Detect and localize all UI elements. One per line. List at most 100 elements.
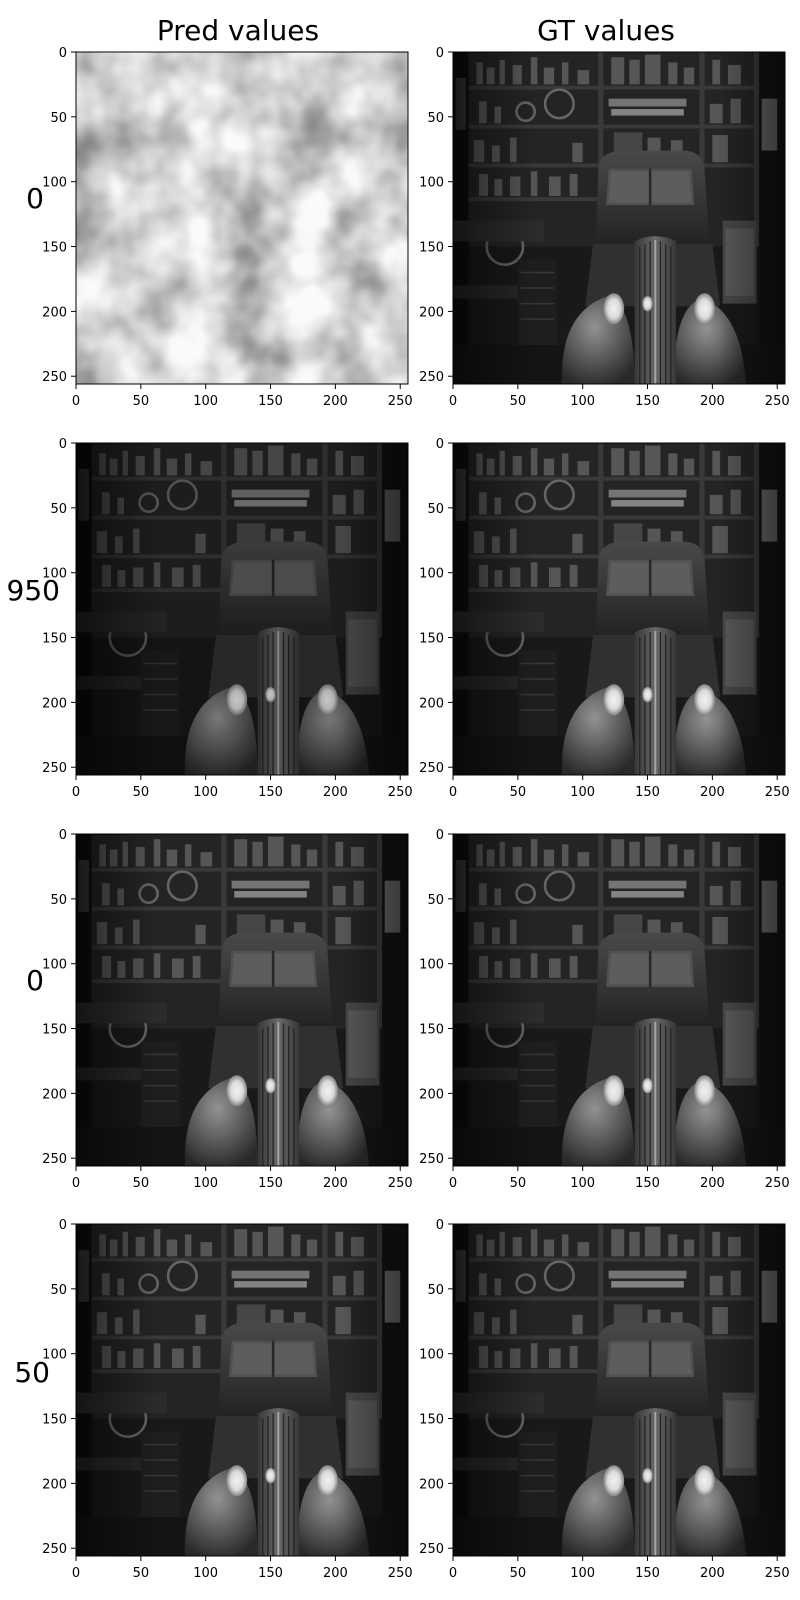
y-tick-label: 50 <box>50 111 67 126</box>
x-tick-label: 150 <box>258 1176 283 1191</box>
row-label-1: 950 <box>6 574 60 607</box>
axes-frame <box>75 1223 409 1557</box>
y-tick-label: 100 <box>42 176 67 191</box>
x-tick-label: 250 <box>765 1566 790 1581</box>
x-tick-label: 200 <box>323 1566 348 1581</box>
y-tick-label: 50 <box>427 1283 444 1298</box>
subplot-gt-0: 0 50 100 150 200 250 0 50 100 150 200 250 <box>419 46 789 409</box>
row-label-2: 0 <box>26 964 44 997</box>
x-tick-label: 100 <box>193 394 218 409</box>
x-tick-label: 150 <box>258 394 283 409</box>
x-tick-label: 100 <box>193 785 218 800</box>
x-tick-label: 0 <box>449 1566 457 1581</box>
axes-frame <box>452 442 786 776</box>
y-tick-label: 50 <box>427 893 444 908</box>
x-tick-label: 150 <box>258 785 283 800</box>
y-tick-label: 150 <box>42 1413 67 1428</box>
y-tick-label: 100 <box>42 1348 67 1363</box>
x-tick-label: 0 <box>72 394 80 409</box>
x-tick-label: 200 <box>323 394 348 409</box>
subplot-pred-2: 0 50 100 150 200 250 0 50 100 150 200 250 <box>42 828 412 1191</box>
y-tick-label: 250 <box>419 370 444 385</box>
image-gt-2 <box>451 832 787 1168</box>
y-tick-label: 150 <box>42 632 67 647</box>
x-tick-label: 200 <box>700 1566 725 1581</box>
axes-frame <box>452 1223 786 1557</box>
y-tick-label: 200 <box>419 1477 444 1492</box>
x-tick-label: 50 <box>133 1176 150 1191</box>
y-tick-label: 150 <box>42 1023 67 1038</box>
x-tick-label: 50 <box>133 1566 150 1581</box>
subplot-gt-2: 0 50 100 150 200 250 0 50 100 150 200 250 <box>419 828 789 1191</box>
x-tick-label: 50 <box>510 1566 527 1581</box>
y-tick-label: 250 <box>419 1542 444 1557</box>
x-tick-label: 50 <box>510 394 527 409</box>
y-tick-label: 50 <box>427 502 444 517</box>
y-tick-label: 250 <box>42 761 67 776</box>
x-tick-label: 150 <box>635 1176 660 1191</box>
x-tick-label: 50 <box>510 1176 527 1191</box>
y-tick-label: 0 <box>436 1218 444 1233</box>
x-tick-label: 200 <box>700 785 725 800</box>
y-tick-label: 0 <box>436 828 444 843</box>
x-tick-label: 200 <box>323 1176 348 1191</box>
y-tick-label: 0 <box>436 437 444 452</box>
y-tick-label: 50 <box>50 893 67 908</box>
x-tick-label: 200 <box>700 1176 725 1191</box>
y-tick-label: 250 <box>42 1152 67 1167</box>
x-tick-label: 150 <box>635 785 660 800</box>
y-tick-label: 100 <box>42 567 67 582</box>
subplot-pred-0: 0 50 100 150 200 250 0 50 100 150 200 250 <box>42 46 412 409</box>
x-tick-label: 250 <box>765 785 790 800</box>
x-tick-label: 250 <box>388 394 413 409</box>
y-tick-label: 200 <box>42 1087 67 1102</box>
x-tick-label: 0 <box>72 1566 80 1581</box>
image-tint <box>76 443 408 775</box>
x-tick-label: 50 <box>133 785 150 800</box>
axes-frame <box>452 51 786 385</box>
y-tick-label: 100 <box>419 1348 444 1363</box>
image-pred-3 <box>74 1222 410 1558</box>
subplot-pred-3: 0 50 100 150 200 250 0 50 100 150 200 250 <box>42 1218 412 1581</box>
x-tick-label: 250 <box>388 1176 413 1191</box>
axes-frame <box>75 51 409 385</box>
subplot-pred-1: 0 50 100 150 200 250 0 50 100 150 200 250 <box>42 437 412 800</box>
y-tick-label: 50 <box>50 502 67 517</box>
image-gt-3 <box>451 1222 787 1558</box>
y-tick-label: 200 <box>42 1477 67 1492</box>
y-tick-label: 200 <box>42 305 67 320</box>
x-tick-label: 100 <box>570 785 595 800</box>
axes-frame <box>75 442 409 776</box>
x-tick-label: 250 <box>765 1176 790 1191</box>
y-tick-label: 0 <box>59 1218 67 1233</box>
image-pred-2 <box>74 832 410 1168</box>
subplot-gt-3: 0 50 100 150 200 250 0 50 100 150 200 250 <box>419 1218 789 1581</box>
y-tick-label: 200 <box>419 1087 444 1102</box>
x-tick-label: 0 <box>449 1176 457 1191</box>
y-tick-label: 150 <box>42 241 67 256</box>
row-label-0: 0 <box>26 182 44 215</box>
y-tick-label: 0 <box>59 46 67 61</box>
column-title-pred: Pred values <box>156 14 320 47</box>
y-tick-label: 150 <box>419 1413 444 1428</box>
x-tick-label: 50 <box>133 394 150 409</box>
x-tick-label: 250 <box>765 394 790 409</box>
x-tick-label: 150 <box>258 1566 283 1581</box>
y-tick-label: 100 <box>42 958 67 973</box>
axes-frame <box>452 833 786 1167</box>
y-tick-label: 0 <box>436 46 444 61</box>
y-tick-label: 0 <box>59 828 67 843</box>
y-tick-label: 250 <box>419 761 444 776</box>
x-tick-label: 150 <box>635 1566 660 1581</box>
y-tick-label: 250 <box>42 370 67 385</box>
y-tick-label: 200 <box>419 305 444 320</box>
image-pred-0 <box>76 52 408 384</box>
x-tick-label: 0 <box>449 785 457 800</box>
column-title-gt: GT values <box>537 14 675 47</box>
x-tick-label: 200 <box>323 785 348 800</box>
x-tick-label: 100 <box>570 394 595 409</box>
x-tick-label: 200 <box>700 394 725 409</box>
y-tick-label: 150 <box>419 632 444 647</box>
y-tick-label: 200 <box>42 696 67 711</box>
